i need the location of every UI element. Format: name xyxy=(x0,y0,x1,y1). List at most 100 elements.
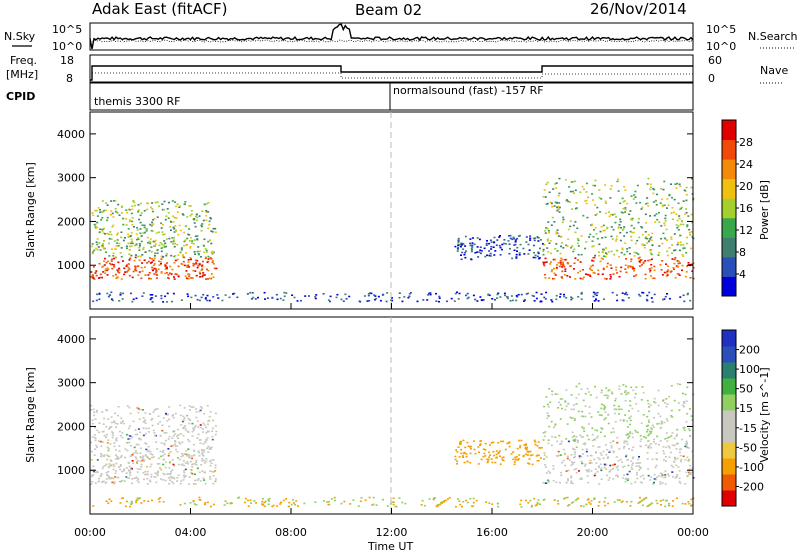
echo-cell xyxy=(135,501,138,504)
echo-cell xyxy=(439,503,442,506)
echo-cell xyxy=(164,295,167,298)
echo-cell xyxy=(637,253,640,255)
echo-cell xyxy=(621,197,624,200)
echo-cell xyxy=(546,239,549,242)
echo-cell xyxy=(558,454,561,457)
echo-cell xyxy=(208,419,211,422)
echo-cell xyxy=(214,425,217,427)
echo-cell xyxy=(91,481,94,483)
echo-cell xyxy=(96,446,99,448)
echo-cell xyxy=(147,431,150,433)
echo-cell xyxy=(686,456,689,459)
echo-cell xyxy=(666,198,669,200)
echo-cell xyxy=(600,427,603,429)
echo-cell xyxy=(653,277,656,280)
echo-cell xyxy=(533,251,535,254)
echo-cell xyxy=(304,295,307,297)
echo-cell xyxy=(185,454,188,457)
echo-cell xyxy=(674,477,677,479)
echo-cell xyxy=(542,439,545,441)
echo-cell xyxy=(562,264,565,266)
echo-cell xyxy=(665,398,668,400)
x-tick-label: 00:00 xyxy=(677,526,709,539)
echo-cell xyxy=(109,459,112,461)
echo-cell xyxy=(96,409,98,412)
echo-cell xyxy=(176,435,179,438)
echo-cell xyxy=(563,293,565,296)
echo-cell xyxy=(490,441,493,444)
echo-cell xyxy=(526,454,529,456)
echo-cell xyxy=(604,236,607,239)
echo-cell xyxy=(596,237,599,240)
echo-cell xyxy=(210,251,213,253)
echo-cell xyxy=(200,452,203,455)
echo-cell xyxy=(184,475,187,477)
echo-cell xyxy=(690,231,693,233)
echo-cell xyxy=(143,209,146,212)
echo-cell xyxy=(622,420,625,422)
echo-cell xyxy=(659,202,662,204)
echo-cell xyxy=(649,427,652,429)
cpid-segment-1: themis 3300 RF xyxy=(94,95,181,108)
echo-cell xyxy=(684,213,687,215)
echo-cell xyxy=(547,230,550,232)
echo-cell xyxy=(131,205,134,207)
echo-cell xyxy=(92,408,95,411)
echo-cell xyxy=(612,427,615,430)
echo-cell xyxy=(571,482,574,484)
echo-cell xyxy=(204,482,207,485)
echo-cell xyxy=(174,445,177,447)
echo-cell xyxy=(597,273,600,275)
echo-cell xyxy=(646,428,649,431)
echo-cell xyxy=(679,223,682,226)
echo-cell xyxy=(496,239,499,241)
echo-cell xyxy=(315,294,318,296)
echo-cell xyxy=(103,434,106,437)
echo-cell xyxy=(630,500,633,503)
echo-cell xyxy=(561,221,564,224)
echo-cell xyxy=(477,256,480,258)
echo-cell xyxy=(95,299,98,302)
echo-cell xyxy=(142,292,145,294)
echo-cell xyxy=(211,470,214,473)
echo-cell xyxy=(566,457,569,460)
echo-cell xyxy=(545,203,548,205)
echo-cell xyxy=(582,505,585,508)
echo-cell xyxy=(561,266,564,268)
echo-cell xyxy=(579,478,582,480)
echo-cell xyxy=(626,440,628,443)
echo-cell xyxy=(167,211,170,214)
echo-cell xyxy=(647,419,650,421)
echo-cell xyxy=(662,298,664,301)
echo-cell xyxy=(111,226,114,228)
echo-cell xyxy=(389,503,392,505)
echo-cell xyxy=(214,470,217,472)
echo-cell xyxy=(503,239,506,241)
echo-cell xyxy=(649,188,652,191)
echo-cell xyxy=(547,442,550,445)
echo-cell xyxy=(633,275,635,277)
echo-cell xyxy=(191,277,194,279)
echo-cell xyxy=(146,473,149,476)
echo-cell xyxy=(688,408,691,410)
echo-cell xyxy=(121,298,124,300)
echo-cell xyxy=(625,455,627,458)
echo-cell xyxy=(629,210,632,212)
echo-cell xyxy=(471,242,474,244)
echo-cell xyxy=(98,242,101,244)
echo-cell xyxy=(171,469,174,471)
echo-cell xyxy=(166,266,168,269)
echo-cell xyxy=(126,211,129,214)
echo-cell xyxy=(168,452,170,455)
echo-cell xyxy=(580,415,583,417)
echo-cell xyxy=(98,262,101,265)
echo-cell xyxy=(551,269,554,271)
echo-cell xyxy=(257,296,259,299)
echo-cell xyxy=(106,433,109,436)
echo-cell xyxy=(180,249,183,251)
echo-cell xyxy=(570,464,573,467)
echo-cell xyxy=(115,422,117,425)
echo-cell xyxy=(211,231,214,233)
echo-cell xyxy=(130,245,133,247)
echo-cell xyxy=(617,227,620,229)
